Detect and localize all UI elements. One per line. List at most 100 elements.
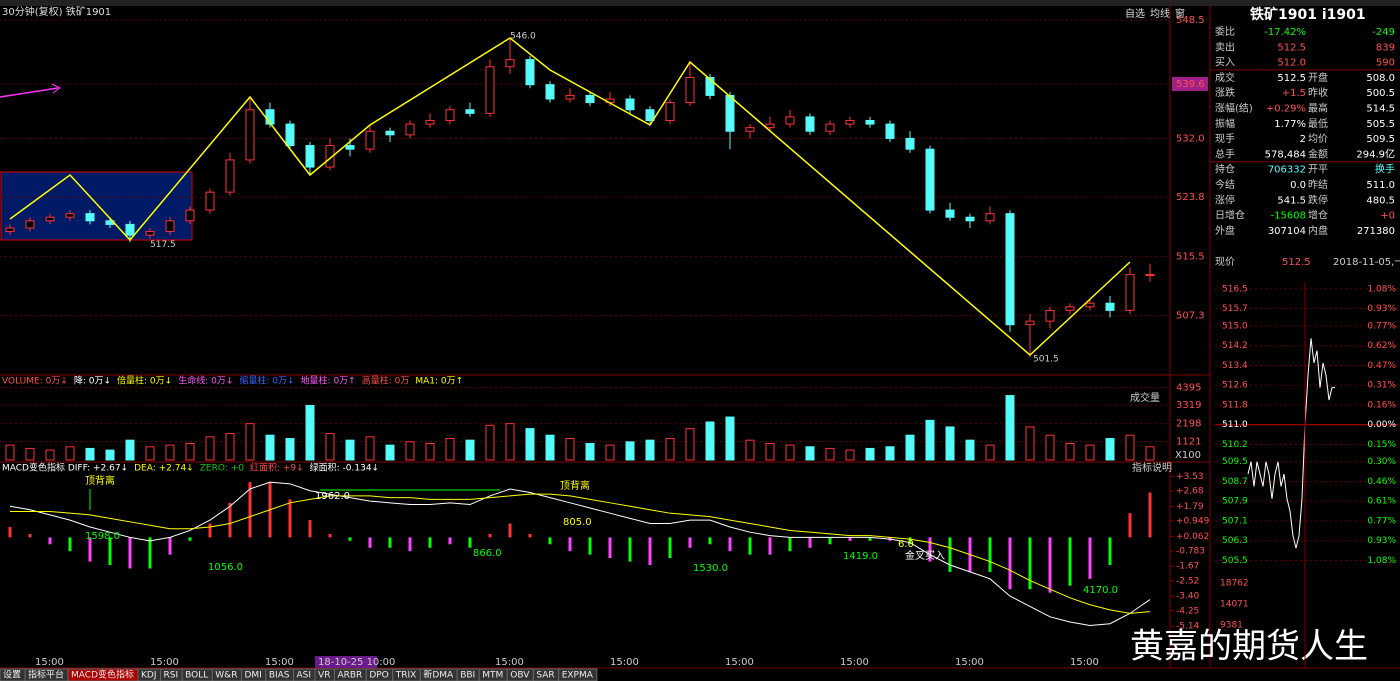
macd-legend: 红面积: +9↓	[250, 462, 304, 474]
toolbar-button[interactable]: 均线	[1150, 7, 1170, 20]
quote-value: -249	[1372, 27, 1395, 38]
toolbar-button[interactable]: 窗	[1175, 7, 1185, 20]
pct-label: 0.62%	[1367, 341, 1396, 351]
volume-bar	[705, 421, 715, 461]
y-tick-label: 523.8	[1176, 192, 1205, 203]
y-tick-label: 510.2	[1222, 440, 1248, 450]
time-label: 15:00	[840, 657, 869, 668]
volume-bar	[185, 442, 195, 461]
macd-button[interactable]: 指标说明	[1132, 461, 1172, 474]
quote-label: 均价	[1308, 133, 1328, 145]
y-tick-label: 511.0	[1222, 420, 1248, 430]
y-tick-label: 514.2	[1222, 341, 1248, 351]
y-tick-label: -5.14	[1176, 622, 1200, 632]
tab-label[interactable]: 新DMA	[423, 669, 454, 681]
quote-value: 512.5	[1277, 73, 1306, 84]
quote-label: 委比	[1215, 25, 1235, 38]
y-tick-label: +1.79	[1176, 502, 1204, 512]
tab-label[interactable]: DPO	[369, 671, 388, 681]
quote-value: 839	[1376, 42, 1395, 53]
tab-label[interactable]: BIAS	[269, 671, 290, 681]
volume-legend: 生命线: 0万↓	[178, 375, 233, 387]
volume-bar	[605, 444, 615, 461]
quote-label: 涨跌	[1215, 86, 1235, 99]
tab-label[interactable]: 设置	[3, 670, 21, 681]
last-label: 现价	[1215, 256, 1235, 268]
pct-label: 0.47%	[1367, 361, 1396, 371]
candle-body	[405, 123, 415, 136]
tab-label[interactable]: MTM	[482, 671, 503, 681]
quote-value: 508.0	[1366, 73, 1395, 84]
candle-body	[45, 216, 55, 222]
time-label: 15:00	[610, 657, 639, 668]
volume-bar	[265, 434, 275, 461]
quote-label: 总手	[1215, 147, 1235, 160]
volume-bar	[1085, 444, 1095, 461]
watermark: 黄嘉的期货人生	[1130, 627, 1368, 667]
volume-bar	[225, 433, 235, 461]
volume-bar	[105, 449, 115, 461]
tab-label[interactable]: BOLL	[185, 671, 208, 681]
y-tick-label: 532.0	[1176, 133, 1205, 144]
time-label: 15:00	[1070, 657, 1099, 668]
candle-body	[965, 216, 975, 222]
candle-body	[865, 119, 875, 125]
y-tick-label: +2.68	[1176, 487, 1204, 497]
volume-bar	[85, 447, 95, 461]
quote-label: 今结	[1215, 178, 1235, 191]
tab-label[interactable]: MACD变色指标	[71, 669, 134, 681]
tab-label[interactable]: 指标平台	[28, 669, 64, 681]
quote-title: 铁矿1901 i1901	[1250, 6, 1366, 23]
tab-label[interactable]: DMI	[244, 671, 261, 681]
volume-bar	[345, 439, 355, 461]
volume-bar	[785, 444, 795, 461]
tab-label[interactable]: W&R	[215, 671, 237, 681]
candle-body	[645, 109, 655, 121]
candle-body	[1105, 302, 1115, 311]
tab-label[interactable]: ARBR	[337, 671, 362, 681]
volume-bar	[465, 439, 475, 461]
pct-label: 0.46%	[1367, 477, 1396, 487]
pct-label: 0.77%	[1367, 516, 1396, 526]
candle-body	[145, 231, 155, 236]
time-label: 18-10-25 10:00	[318, 657, 395, 668]
tab-label[interactable]: SAR	[536, 671, 554, 681]
pct-label: 0.16%	[1367, 400, 1396, 410]
volume-bar	[945, 426, 955, 461]
volume-bar	[985, 444, 995, 461]
volume-bar	[565, 438, 575, 461]
volume-label: 9381	[1220, 621, 1243, 631]
candle-body	[1045, 309, 1055, 322]
price-line	[1247, 338, 1335, 549]
candle-body	[485, 66, 495, 114]
volume-bar	[245, 423, 255, 461]
quote-label: 外盘	[1215, 224, 1235, 237]
toolbar	[0, 0, 1400, 6]
tab-label[interactable]: VR	[318, 671, 330, 681]
tab[interactable]	[558, 668, 598, 681]
tab-label[interactable]: OBV	[510, 671, 530, 681]
candle-body	[1025, 320, 1035, 326]
y-tick-label: +0.949	[1176, 516, 1210, 526]
tab-label[interactable]: EXPMA	[562, 671, 594, 681]
macd-annotation: 4170.0	[1083, 585, 1118, 596]
candle-body	[905, 137, 915, 150]
tab-label[interactable]: TRIX	[395, 671, 417, 681]
quote-value: 1.77%	[1274, 119, 1306, 130]
volume-button[interactable]: 成交量	[1130, 391, 1160, 404]
tab-label[interactable]: KDJ	[141, 671, 157, 681]
volume-bar	[925, 419, 935, 461]
toolbar-button[interactable]: 自选	[1125, 7, 1145, 20]
tab-label[interactable]: ASI	[297, 671, 312, 681]
y-tick-label: 511.8	[1222, 400, 1248, 410]
quote-value: 590	[1376, 58, 1395, 69]
chart-title: 30分钟(复权) 铁矿1901	[2, 5, 111, 18]
volume-bar	[585, 442, 595, 461]
pct-label: 0.00%	[1367, 420, 1396, 430]
candle-body	[625, 98, 635, 111]
tab-label[interactable]: BBI	[460, 671, 475, 681]
quote-value: 514.5	[1366, 104, 1395, 115]
tab-label[interactable]: RSI	[164, 671, 179, 681]
y-tick-label: 507.1	[1222, 516, 1248, 526]
candle-body	[985, 213, 995, 222]
